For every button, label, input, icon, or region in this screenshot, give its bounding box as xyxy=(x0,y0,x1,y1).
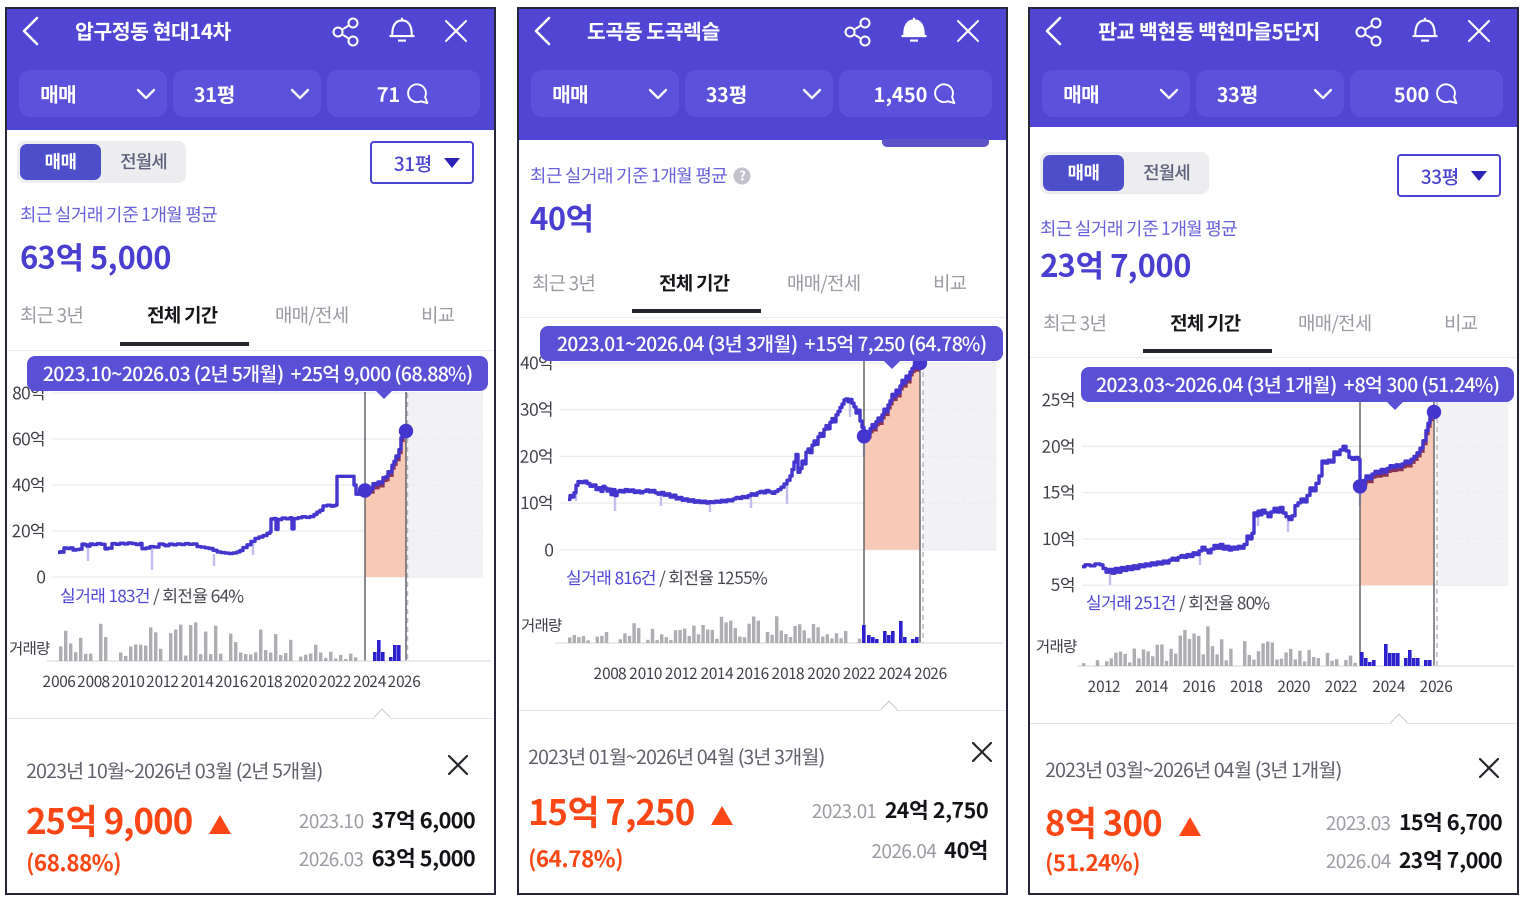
svg-text:실거래 183건 / 회전율 64%: 실거래 183건 / 회전율 64% xyxy=(60,582,244,607)
svg-text:2012: 2012 xyxy=(1088,675,1120,697)
svg-text:2024: 2024 xyxy=(879,662,912,684)
svg-text:20억: 20억 xyxy=(520,442,553,467)
svg-text:2022: 2022 xyxy=(319,670,351,692)
svg-text:2016: 2016 xyxy=(215,670,248,692)
svg-text:2024: 2024 xyxy=(1372,675,1405,697)
svg-text:2008: 2008 xyxy=(594,662,627,684)
svg-text:2020: 2020 xyxy=(807,662,840,684)
svg-text:30억: 30억 xyxy=(520,396,553,421)
svg-text:2012: 2012 xyxy=(146,670,178,692)
svg-text:2026: 2026 xyxy=(914,662,947,684)
svg-text:2018: 2018 xyxy=(1230,675,1263,697)
svg-text:60억: 60억 xyxy=(12,425,45,450)
svg-text:2010: 2010 xyxy=(112,670,145,692)
svg-text:2008: 2008 xyxy=(77,670,110,692)
svg-text:2016: 2016 xyxy=(1183,675,1216,697)
svg-text:2018: 2018 xyxy=(772,662,805,684)
svg-text:2014: 2014 xyxy=(701,662,734,684)
svg-text:25억: 25억 xyxy=(1042,386,1075,411)
svg-text:20억: 20억 xyxy=(12,517,45,542)
svg-text:거래량: 거래량 xyxy=(521,614,562,636)
svg-text:15억: 15억 xyxy=(1042,479,1075,504)
svg-text:2018: 2018 xyxy=(250,670,283,692)
svg-text:2016: 2016 xyxy=(736,662,769,684)
svg-text:거래량: 거래량 xyxy=(9,637,50,659)
svg-text:2020: 2020 xyxy=(1277,675,1310,697)
svg-text:2014: 2014 xyxy=(1135,675,1168,697)
svg-text:10억: 10억 xyxy=(520,489,553,514)
svg-text:0: 0 xyxy=(544,536,553,561)
svg-text:40억: 40억 xyxy=(12,471,45,496)
svg-text:2022: 2022 xyxy=(843,662,875,684)
svg-text:2010: 2010 xyxy=(629,662,662,684)
svg-text:5억: 5억 xyxy=(1051,571,1075,596)
svg-text:2006: 2006 xyxy=(43,670,76,692)
svg-text:실거래 816건 / 회전율 1255%: 실거래 816건 / 회전율 1255% xyxy=(566,564,768,589)
svg-text:실거래 251건 / 회전율 80%: 실거래 251건 / 회전율 80% xyxy=(1086,589,1270,614)
svg-text:2024: 2024 xyxy=(353,670,386,692)
svg-text:2012: 2012 xyxy=(665,662,697,684)
svg-text:0: 0 xyxy=(36,563,45,588)
svg-text:2026: 2026 xyxy=(388,670,421,692)
svg-text:2026: 2026 xyxy=(1420,675,1453,697)
svg-text:?: ? xyxy=(739,167,745,184)
svg-text:2020: 2020 xyxy=(284,670,317,692)
svg-text:2022: 2022 xyxy=(1325,675,1357,697)
svg-text:20억: 20억 xyxy=(1042,432,1075,457)
svg-text:10억: 10억 xyxy=(1042,525,1075,550)
svg-text:거래량: 거래량 xyxy=(1036,635,1077,657)
svg-text:2014: 2014 xyxy=(181,670,214,692)
